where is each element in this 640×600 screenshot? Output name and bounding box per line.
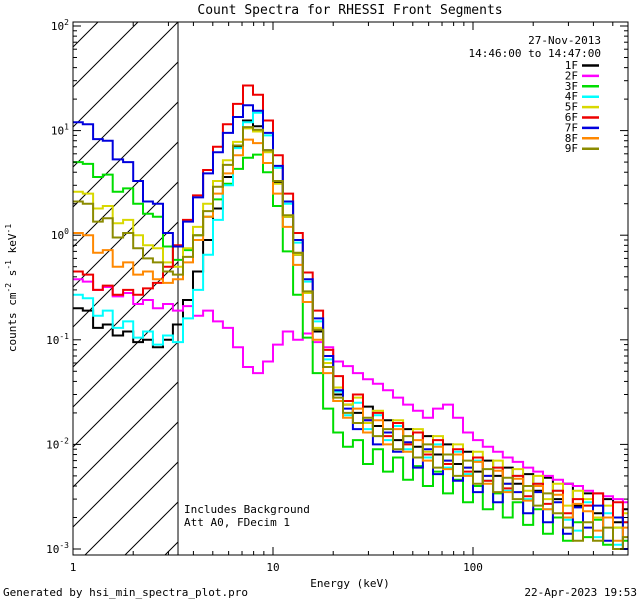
- y-tick-label: 100: [51, 227, 69, 242]
- plot-frame: [72, 21, 629, 556]
- series-path-3F: [73, 153, 628, 546]
- legend-label-8F: 8F: [565, 132, 578, 145]
- axis-ticks: [72, 22, 628, 555]
- hatch-fill: [73, 22, 179, 555]
- footer-generator: Generated by hsi_min_spectra_plot.pro: [3, 586, 248, 599]
- y-axis-label: counts cm-2 s-1 keV-1: [4, 224, 19, 352]
- y-tick-label: 10-2: [46, 436, 69, 451]
- annotation-includes-background: Includes Background: [184, 503, 310, 516]
- observation-time-range: 14:46:00 to 14:47:00: [469, 47, 601, 60]
- y-tick-label: 10-3: [46, 541, 69, 556]
- series-path-6F: [73, 84, 628, 524]
- legend-label-3F: 3F: [565, 80, 578, 93]
- legend-label-4F: 4F: [565, 90, 578, 103]
- x-tick-label: 1: [70, 561, 77, 574]
- axis-tick-labels: 1 10 100 102 101 100 10-1 10-2 10-3: [46, 18, 483, 574]
- x-tick-label: 10: [266, 561, 279, 574]
- legend-label-6F: 6F: [565, 111, 578, 124]
- series-path-9F: [73, 126, 628, 550]
- y-tick-label: 10-1: [46, 332, 69, 347]
- y-tick-label: 101: [51, 123, 69, 138]
- chart-title: Count Spectra for RHESSI Front Segments: [197, 3, 502, 18]
- background-hatch-region: [73, 22, 179, 555]
- legend-label-2F: 2F: [565, 69, 578, 82]
- annotation-attenuator: Att A0, FDecim 1: [184, 516, 290, 529]
- series-path-2F: [73, 278, 628, 504]
- legend-label-9F: 9F: [565, 142, 578, 155]
- legend-label-5F: 5F: [565, 101, 578, 114]
- legend-label-7F: 7F: [565, 121, 578, 134]
- x-tick-label: 100: [463, 561, 483, 574]
- observation-date: 27-Nov-2013: [528, 34, 601, 47]
- legend-label-1F: 1F: [565, 59, 578, 72]
- spectra-curves: [73, 84, 628, 550]
- footer-timestamp: 22-Apr-2023 19:53: [524, 586, 637, 599]
- y-tick-label: 102: [51, 18, 69, 33]
- x-axis-label: Energy (keV): [310, 577, 389, 590]
